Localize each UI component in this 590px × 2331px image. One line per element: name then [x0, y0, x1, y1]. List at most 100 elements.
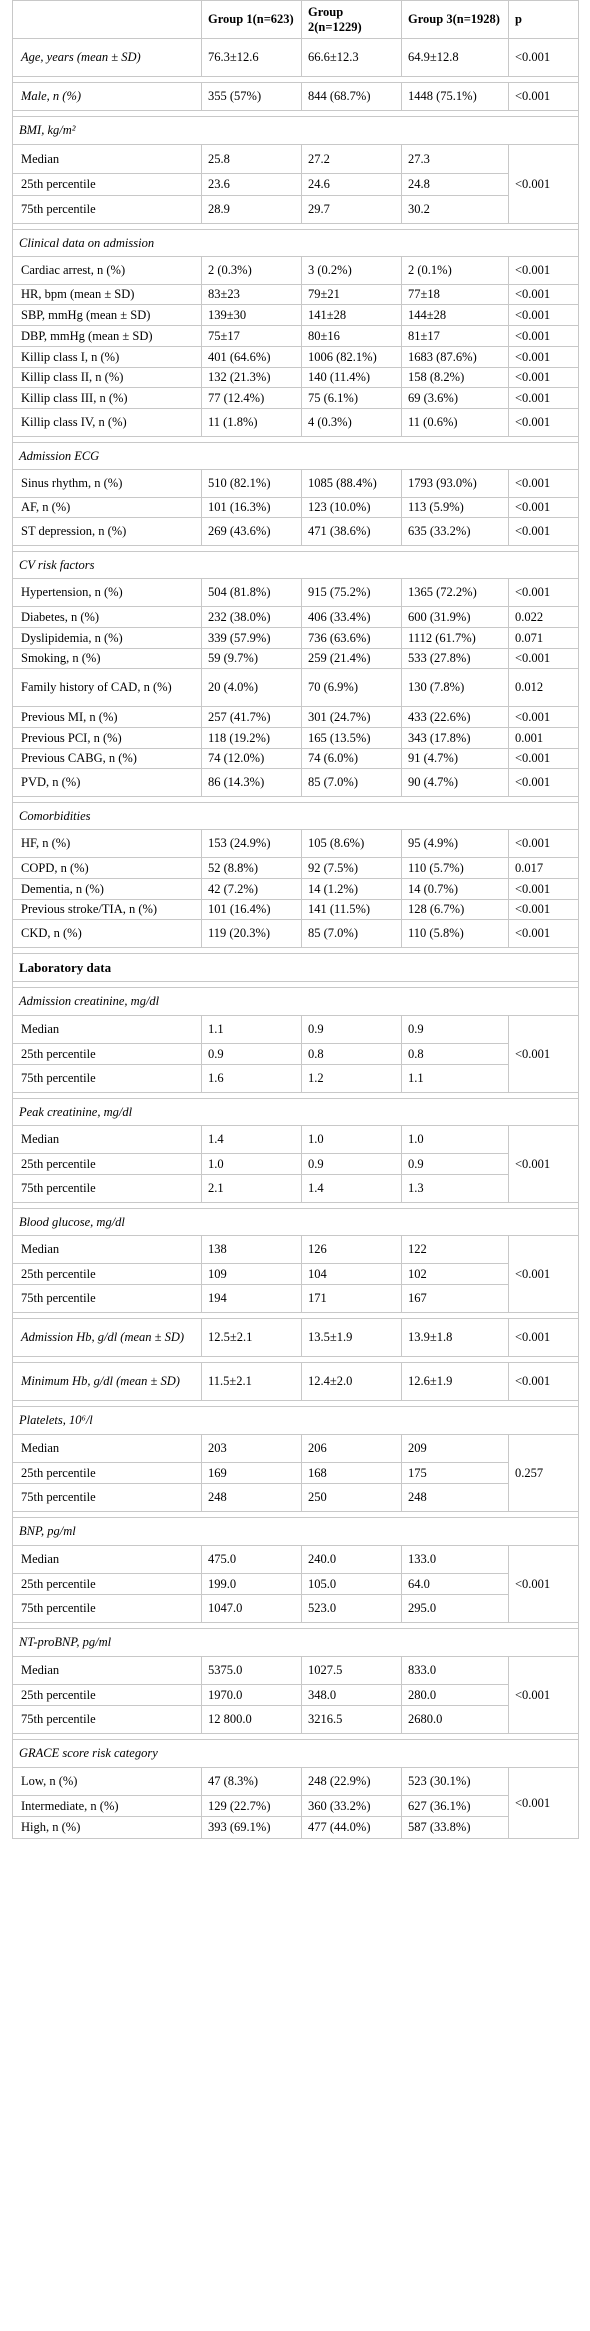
- group-2-value: 1006 (82.1%): [301, 346, 402, 368]
- group-1-value: 12 800.0: [201, 1705, 302, 1734]
- group-3-value: 27.3: [401, 144, 509, 174]
- row-label: CKD, n (%): [12, 919, 202, 948]
- table-row: Previous MI, n (%) 257 (41.7%) 301 (24.7%)…: [12, 706, 579, 728]
- row-label: 25th percentile: [12, 1263, 202, 1285]
- table-row: Median 1.1 0.9 0.9 <0.001: [12, 1015, 579, 1093]
- group-2-value: 27.2: [301, 144, 402, 174]
- table-row: Age, years (mean ± SD) 76.3±12.6 66.6±12.3…: [12, 38, 579, 77]
- row-label: Smoking, n (%): [12, 648, 202, 669]
- section-title: Peak creatinine, mg/dl: [12, 1098, 579, 1126]
- row-label: Median: [12, 1434, 202, 1463]
- group-2-value: 13.5±1.9: [301, 1318, 402, 1357]
- group-1-value: 76.3±12.6: [201, 38, 302, 77]
- table-row: Median 203 206 209 0.257: [12, 1434, 579, 1512]
- table-row: 75th percentile 2.1 1.4 1.3: [12, 1174, 579, 1203]
- group-3-value: 81±17: [401, 325, 509, 347]
- group-1-value: 2.1: [201, 1174, 302, 1203]
- p-value: <0.001: [508, 1125, 579, 1203]
- group-3-value: 833.0: [401, 1656, 509, 1685]
- group-3-value: 627 (36.1%): [401, 1795, 509, 1817]
- group-2-value: 523.0: [301, 1594, 402, 1623]
- row-label: Median: [12, 1545, 202, 1574]
- group-3-value: 433 (22.6%): [401, 706, 509, 728]
- section-header-row: Clinical data on admission: [12, 229, 579, 257]
- p-value: <0.001: [508, 878, 579, 900]
- table-row: Cardiac arrest, n (%) 2 (0.3%) 3 (0.2%) 2 (…: [12, 256, 579, 285]
- group-1-value: 504 (81.8%): [201, 578, 302, 607]
- p-value: 0.257: [508, 1434, 579, 1512]
- row-label: Median: [12, 1656, 202, 1685]
- group-3-value: 64.9±12.8: [401, 38, 509, 77]
- group-2-value: 248 (22.9%): [301, 1767, 402, 1796]
- group-3-value: 523 (30.1%): [401, 1767, 509, 1796]
- table-row: Admission Hb, g/dl (mean ± SD) 12.5±2.1 13…: [12, 1318, 579, 1357]
- group-3-value: 110 (5.8%): [401, 919, 509, 948]
- row-label: Median: [12, 144, 202, 174]
- section-title: Blood glucose, mg/dl: [12, 1208, 579, 1236]
- group-2-value: 360 (33.2%): [301, 1795, 402, 1817]
- section-title: BNP, pg/ml: [12, 1517, 579, 1546]
- table-row: HF, n (%) 153 (24.9%) 105 (8.6%) 95 (4.9%) <…: [12, 829, 579, 858]
- group-3-value: 13.9±1.8: [401, 1318, 509, 1357]
- row-label: Minimum Hb, g/dl (mean ± SD): [12, 1362, 202, 1401]
- group-3-value: 91 (4.7%): [401, 748, 509, 769]
- group-1-value: 401 (64.6%): [201, 346, 302, 368]
- group-1-value: 393 (69.1%): [201, 1816, 302, 1839]
- group-3-value: 144±28: [401, 304, 509, 326]
- group-2-value: 348.0: [301, 1684, 402, 1706]
- p-value: <0.001: [508, 144, 579, 224]
- group-2-value: 206: [301, 1434, 402, 1463]
- group-2-value: 141±28: [301, 304, 402, 326]
- row-label: Family history of CAD, n (%): [12, 668, 202, 707]
- baseline-characteristics-table: Group 1(n=623) Group 2(n=1229) Group 3(n…: [12, 0, 579, 1839]
- group-3-value: 128 (6.7%): [401, 899, 509, 920]
- group-1-value: 1970.0: [201, 1684, 302, 1706]
- table-row: 25th percentile 109 104 102: [12, 1263, 579, 1285]
- p-value: <0.001: [508, 408, 579, 437]
- group-1-value: 83±23: [201, 284, 302, 305]
- group-3-value: 113 (5.9%): [401, 497, 509, 518]
- p-value: <0.001: [508, 768, 579, 797]
- row-label: DBP, mmHg (mean ± SD): [12, 325, 202, 347]
- section-title: Laboratory data: [12, 953, 579, 982]
- row-label: Median: [12, 1235, 202, 1264]
- group-3-value: 0.8: [401, 1043, 509, 1065]
- group-1-value: 86 (14.3%): [201, 768, 302, 797]
- group-1-value: 339 (57.9%): [201, 627, 302, 649]
- table-row: 75th percentile 1047.0 523.0 295.0: [12, 1594, 579, 1623]
- group-3-value: 1683 (87.6%): [401, 346, 509, 368]
- row-label: 25th percentile: [12, 1043, 202, 1065]
- group-1-value: 74 (12.0%): [201, 748, 302, 769]
- group-1-value: 355 (57%): [201, 82, 302, 111]
- p-value: 0.001: [508, 727, 579, 749]
- group-2-value: 0.9: [301, 1015, 402, 1044]
- row-label: Killip class II, n (%): [12, 367, 202, 388]
- p-value: <0.001: [508, 1767, 579, 1839]
- group-2-value: 85 (7.0%): [301, 919, 402, 948]
- group-1-value: 59 (9.7%): [201, 648, 302, 669]
- table-row: Smoking, n (%) 59 (9.7%) 259 (21.4%) 533 (2…: [12, 648, 579, 669]
- p-value: <0.001: [508, 648, 579, 669]
- group-2-value: 477 (44.0%): [301, 1816, 402, 1839]
- row-label: Previous PCI, n (%): [12, 727, 202, 749]
- group-1-value: 129 (22.7%): [201, 1795, 302, 1817]
- p-value: 0.012: [508, 668, 579, 707]
- group-3-value: 1.1: [401, 1064, 509, 1093]
- group-1-value: 5375.0: [201, 1656, 302, 1685]
- group-3-value: 12.6±1.9: [401, 1362, 509, 1401]
- group-1-value: 75±17: [201, 325, 302, 347]
- group-2-value: 406 (33.4%): [301, 606, 402, 628]
- group-3-value: 600 (31.9%): [401, 606, 509, 628]
- group-2-value: 104: [301, 1263, 402, 1285]
- row-label: Previous stroke/TIA, n (%): [12, 899, 202, 920]
- group-3-value: 1112 (61.7%): [401, 627, 509, 649]
- table-row: 75th percentile 28.9 29.7 30.2: [12, 195, 579, 224]
- table-row: Previous stroke/TIA, n (%) 101 (16.4%) 141…: [12, 899, 579, 920]
- group-2-value: 301 (24.7%): [301, 706, 402, 728]
- row-label: Killip class IV, n (%): [12, 408, 202, 437]
- section-header-row: Comorbidities: [12, 802, 579, 830]
- p-value: <0.001: [508, 748, 579, 769]
- group-3-value: 2 (0.1%): [401, 256, 509, 285]
- table-row: Previous CABG, n (%) 74 (12.0%) 74 (6.0%) 9…: [12, 748, 579, 769]
- section-title: Clinical data on admission: [12, 229, 579, 257]
